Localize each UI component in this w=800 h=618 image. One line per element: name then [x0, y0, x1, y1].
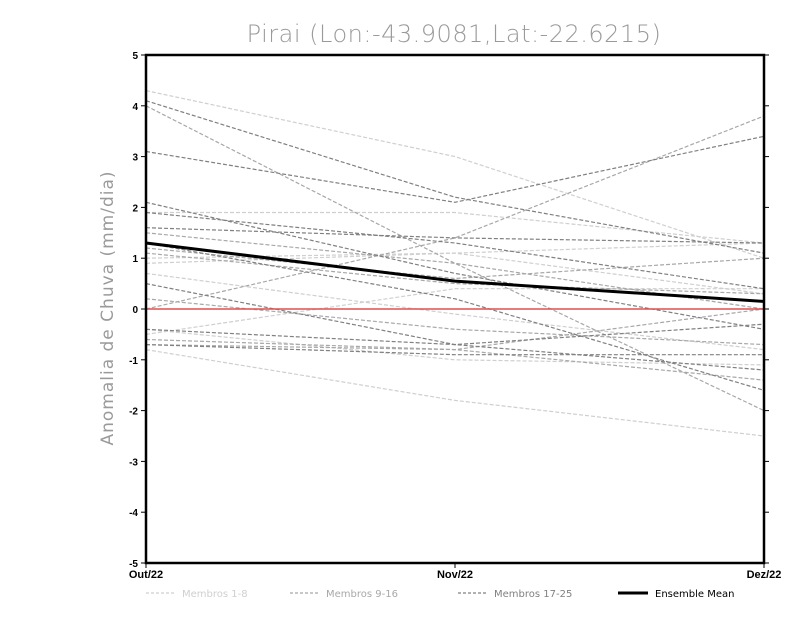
- member-series-line: [145, 338, 765, 381]
- y-tick-label: 1: [132, 254, 138, 265]
- member-series-line: [145, 344, 764, 356]
- x-tick-label: Dez/22: [747, 569, 782, 581]
- y-tick-label: -3: [129, 457, 138, 468]
- member-series-line: [145, 201, 765, 330]
- member-series-line: [145, 328, 765, 366]
- y-tick-label: -1: [129, 356, 138, 367]
- member-series-line: [145, 349, 765, 437]
- y-axis-ticks: -5 -4 -3 -2 -1 0 1 2 3 4 5: [129, 51, 769, 570]
- chart-title: Pirai (Lon:-43.9081,Lat:-22.6215): [247, 20, 662, 48]
- legend-label: Membros 9-16: [326, 589, 398, 600]
- legend-label: Ensemble Mean: [655, 589, 734, 600]
- member-series-line: [145, 298, 765, 346]
- member-series-line: [145, 242, 765, 391]
- member-series-line: [145, 227, 765, 244]
- x-tick-label: Out/22: [129, 569, 163, 581]
- y-tick-label: 5: [132, 51, 138, 62]
- member-series-line: [145, 105, 765, 412]
- member-series-line: [145, 288, 764, 335]
- y-tick-label: -5: [129, 559, 138, 570]
- member-series-line: [145, 328, 765, 371]
- member-series-line: [145, 283, 765, 346]
- y-tick-label: 2: [132, 203, 138, 214]
- legend-label: Membros 1-8: [182, 589, 248, 600]
- member-series-line: [145, 90, 765, 259]
- member-series-line: [145, 211, 765, 290]
- y-tick-label: 3: [132, 153, 138, 164]
- member-series-line: [145, 242, 765, 264]
- series-layer: [145, 90, 765, 437]
- member-series-line: [145, 308, 765, 351]
- y-tick-label: -2: [129, 407, 138, 418]
- legend: Membros 1-8 Membros 9-16 Membros 17-25 Ense…: [146, 589, 734, 600]
- member-series-line: [145, 252, 765, 295]
- y-tick-label: 4: [132, 102, 138, 113]
- y-tick-label: 0: [132, 305, 138, 316]
- member-series-line: [145, 272, 765, 351]
- x-tick-label: Nov/22: [437, 569, 473, 581]
- y-axis-label: Anomalia de Chuva (mm/dia): [98, 170, 118, 445]
- member-series-line: [145, 252, 765, 295]
- member-series-line: [145, 232, 765, 310]
- legend-label: Membros 17-25: [494, 589, 572, 600]
- member-series-line: [145, 135, 765, 203]
- ensemble-mean-line: [145, 241, 765, 303]
- x-axis-ticks: Out/22 Nov/22 Dez/22: [129, 563, 782, 581]
- ensemble-mean-layer: [145, 241, 765, 303]
- member-series-line: [146, 211, 765, 244]
- member-series-line: [145, 115, 765, 310]
- y-tick-label: -4: [129, 508, 138, 519]
- member-series-line: [145, 247, 765, 280]
